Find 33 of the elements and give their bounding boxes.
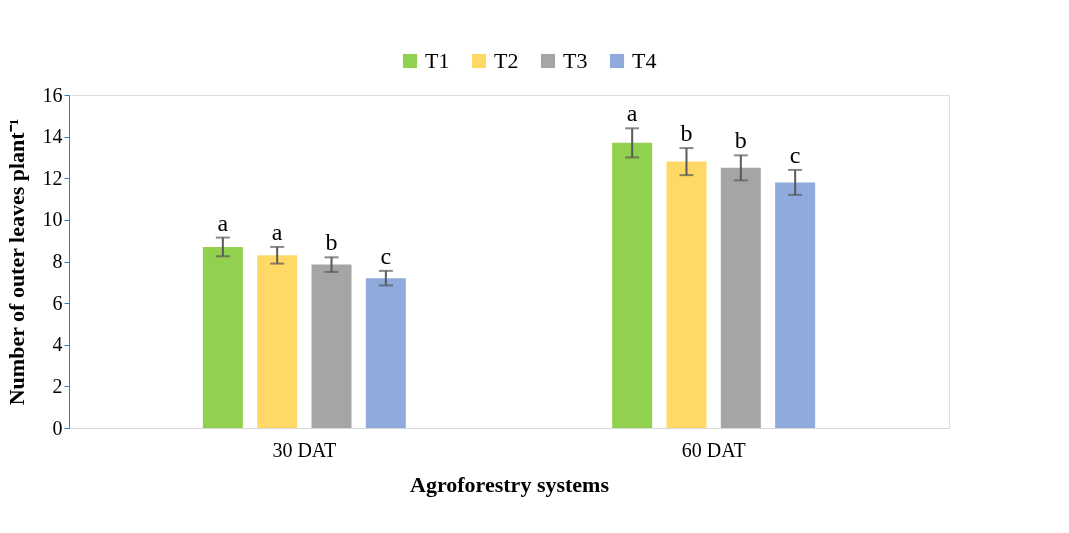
bar bbox=[720, 167, 761, 428]
y-tick-label: 12 bbox=[42, 166, 63, 189]
bar bbox=[257, 255, 298, 428]
legend-label: T2 bbox=[494, 48, 519, 73]
legend-label: T4 bbox=[632, 48, 657, 73]
y-tick-label: 0 bbox=[52, 416, 63, 439]
y-tick-label: 6 bbox=[52, 291, 63, 314]
bar bbox=[311, 264, 352, 428]
data-label: b bbox=[680, 120, 693, 147]
bar bbox=[775, 182, 816, 428]
y-tick-label: 4 bbox=[52, 333, 63, 356]
data-label: b bbox=[325, 229, 338, 256]
y-axis-title: Number of outer leaves plant⁻¹ bbox=[3, 118, 29, 406]
y-tick-label: 8 bbox=[52, 250, 63, 272]
y-tick-label: 10 bbox=[42, 208, 63, 231]
data-label: c bbox=[380, 242, 392, 269]
data-label: a bbox=[217, 209, 229, 236]
bar bbox=[202, 246, 243, 428]
data-label: b bbox=[734, 127, 747, 154]
x-axis-title: Agroforestry systems bbox=[410, 471, 610, 497]
y-tick-label: 16 bbox=[42, 83, 63, 106]
bar bbox=[666, 161, 707, 428]
bar bbox=[612, 142, 653, 428]
y-tick-label: 2 bbox=[52, 374, 63, 397]
data-label: c bbox=[789, 141, 801, 168]
legend-label: T3 bbox=[563, 48, 588, 73]
legend-label: T1 bbox=[425, 48, 450, 73]
data-label: a bbox=[626, 100, 638, 127]
data-label: a bbox=[271, 218, 283, 245]
x-tick-label: 60 DAT bbox=[681, 438, 746, 461]
y-tick-label: 14 bbox=[42, 125, 63, 148]
bar bbox=[365, 278, 406, 428]
x-tick-label: 30 DAT bbox=[272, 438, 337, 461]
